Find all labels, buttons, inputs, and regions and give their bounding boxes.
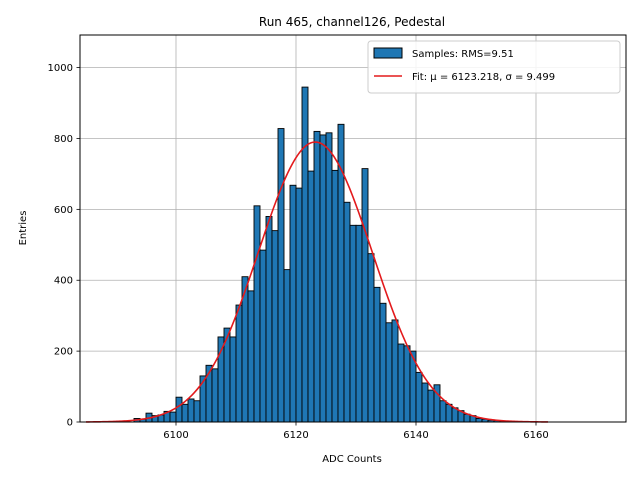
histogram-bar: [271, 230, 279, 423]
fit-curve-group: [85, 141, 549, 423]
histogram-bar: [175, 396, 183, 423]
legend-label-samples: Samples: RMS=9.51: [412, 49, 514, 60]
histogram-bar: [439, 400, 447, 423]
histogram-bar: [313, 130, 321, 423]
y-tick-label: 200: [54, 347, 73, 358]
histogram-bar: [253, 205, 261, 423]
plot-frame: [79, 34, 627, 423]
x-tick-label: 6100: [163, 430, 188, 441]
histogram-bar: [361, 168, 369, 423]
histogram-bar: [331, 169, 339, 423]
histogram-bar: [349, 224, 357, 423]
histogram-bar: [367, 253, 375, 423]
histogram-bar: [379, 302, 387, 423]
y-tick-label: 400: [54, 276, 73, 287]
histogram-bar: [289, 184, 297, 423]
histogram-bar: [295, 187, 303, 423]
histogram-bar: [397, 343, 405, 423]
histogram-bar: [427, 389, 435, 423]
legend-label-fit: Fit: μ = 6123.218, σ = 9.499: [412, 72, 555, 83]
histogram-bar: [187, 398, 195, 423]
histogram-bar: [355, 224, 363, 423]
histogram-bar: [307, 170, 315, 423]
histogram-bar: [211, 368, 219, 423]
histogram-bar: [373, 286, 381, 423]
x-axis-ticks: 6100 6120 6140 6160: [163, 422, 549, 441]
histogram-bar: [415, 371, 423, 423]
histogram-bar: [277, 128, 285, 423]
legend: Samples: RMS=9.51 Fit: μ = 6123.218, σ =…: [367, 40, 621, 94]
chart-title: Run 465, channel126, Pedestal: [259, 15, 445, 29]
legend-box: [367, 40, 621, 94]
histogram-bar: [301, 86, 309, 423]
histogram-bar: [325, 132, 333, 423]
x-tick-label: 6160: [523, 430, 548, 441]
histogram-bar: [247, 290, 255, 423]
y-tick-label: 600: [54, 205, 73, 216]
y-tick-label: 0: [67, 418, 73, 429]
y-axis-label: Entries: [18, 211, 29, 246]
histogram-bar: [475, 418, 483, 423]
histogram-bar: [193, 400, 201, 423]
histogram-bar: [265, 216, 273, 423]
x-axis-label: ADC Counts: [322, 454, 382, 465]
fit-curve: [85, 141, 549, 423]
histogram-bar: [259, 249, 267, 423]
histogram-bar: [391, 319, 399, 423]
histogram-bar: [385, 322, 393, 423]
histogram-bar: [445, 403, 453, 423]
x-tick-label: 6140: [403, 430, 428, 441]
y-axis-ticks: 0 200 400 600 800 1000: [48, 63, 80, 429]
histogram-bar: [421, 382, 429, 423]
histogram-bar: [181, 403, 189, 423]
y-tick-label: 800: [54, 134, 73, 145]
histogram-bar: [319, 134, 327, 423]
histogram-bar: [283, 269, 291, 423]
histogram-bar: [169, 411, 177, 423]
y-tick-label: 1000: [48, 63, 73, 74]
histogram-bar: [229, 336, 237, 423]
histogram-bar: [343, 201, 351, 423]
histogram-bar: [235, 304, 243, 423]
x-tick-label: 6120: [283, 430, 308, 441]
legend-swatch-samples: [373, 47, 403, 59]
histogram-bar: [403, 345, 411, 423]
